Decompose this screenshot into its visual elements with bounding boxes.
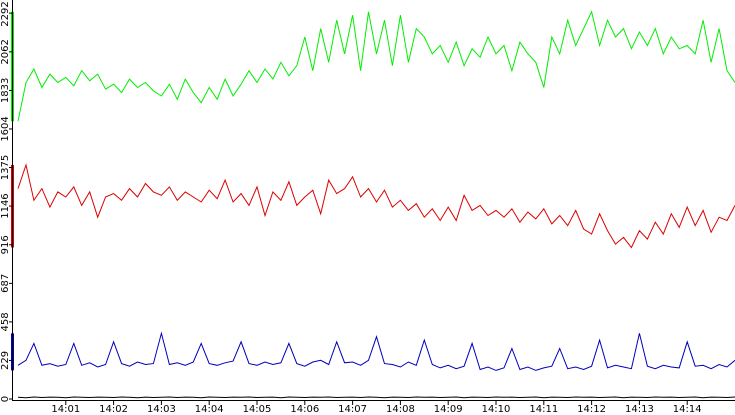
y-tick-label: 1833 bbox=[0, 78, 11, 103]
series-line bbox=[17, 331, 735, 371]
x-tick-label: 14:09 bbox=[434, 404, 463, 415]
y-tick-label: 1146 bbox=[0, 193, 11, 218]
x-tick-label: 14:12 bbox=[577, 404, 606, 415]
x-tick-label: 14:10 bbox=[482, 404, 511, 415]
y-tick-label: 916 bbox=[0, 235, 11, 254]
y-tick-label: 1604 bbox=[0, 116, 11, 141]
y-tick-label: 1375 bbox=[0, 155, 11, 180]
x-tick-label: 14:11 bbox=[529, 404, 558, 415]
series-line bbox=[17, 396, 735, 399]
y-tick-label: 229 bbox=[0, 351, 11, 370]
y-tick-label: 687 bbox=[0, 274, 11, 293]
y-tick-label: 2292 bbox=[0, 1, 11, 26]
x-tick-label: 14:07 bbox=[338, 404, 367, 415]
x-tick-label: 14:04 bbox=[195, 404, 224, 415]
x-tick-label: 14:01 bbox=[51, 404, 80, 415]
x-tick-label: 14:08 bbox=[386, 404, 415, 415]
x-tick-label: 14:14 bbox=[673, 404, 702, 415]
x-tick-label: 14:02 bbox=[99, 404, 128, 415]
x-tick-label: 14:03 bbox=[147, 404, 176, 415]
x-tick-label: 14:13 bbox=[625, 404, 654, 415]
x-tick-label: 14:05 bbox=[243, 404, 272, 415]
series-line bbox=[17, 163, 735, 249]
series-line bbox=[17, 10, 735, 122]
y-tick-label: 0 bbox=[0, 396, 11, 402]
y-tick-label: 458 bbox=[0, 312, 11, 331]
x-tick-label: 14:06 bbox=[290, 404, 319, 415]
y-tick-label: 2062 bbox=[0, 39, 11, 64]
